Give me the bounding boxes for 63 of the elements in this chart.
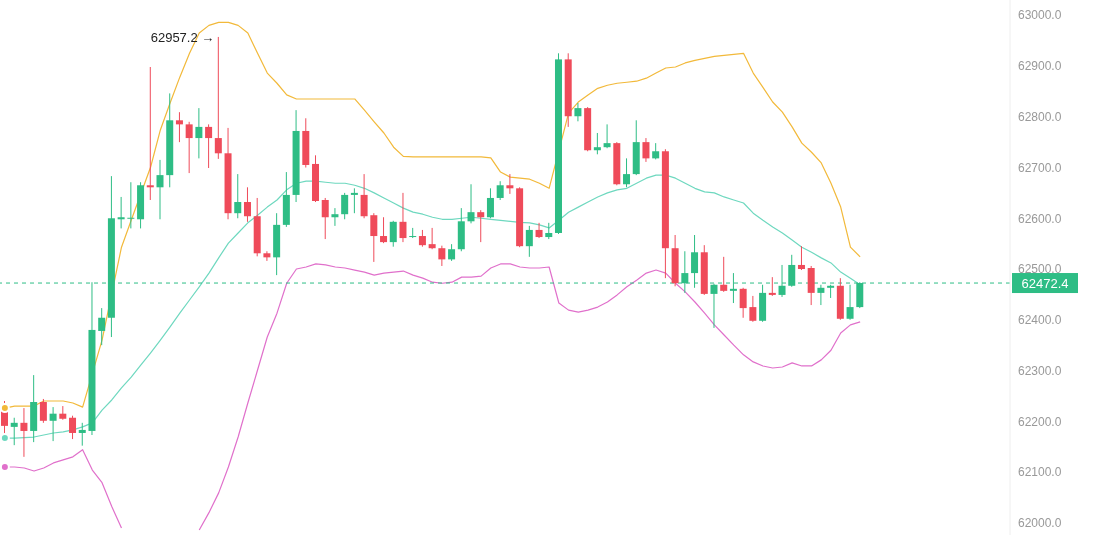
candlestick: [127, 181, 135, 229]
y-tick-label: 62400.0: [1018, 313, 1062, 328]
candlestick: [234, 173, 242, 219]
y-tick-label: 62700.0: [1018, 160, 1062, 175]
candlestick: [749, 295, 757, 323]
candlestick: [603, 123, 611, 149]
candlestick: [146, 66, 154, 201]
candlestick: [10, 417, 18, 446]
candlestick: [739, 287, 747, 319]
candlestick: [214, 36, 222, 160]
annotation: 62957.2 →: [150, 29, 215, 45]
candlestick: [797, 245, 805, 271]
candlestick: [360, 173, 368, 219]
y-tick-label: 62800.0: [1018, 110, 1062, 125]
candlestick: [185, 121, 193, 174]
candlestick: [321, 197, 329, 240]
candlestick: [428, 227, 436, 250]
y-tick-label: 62500.0: [1018, 262, 1062, 277]
candlestick: [49, 406, 57, 442]
candlestick: [156, 159, 164, 220]
candlestick: [243, 186, 251, 223]
y-tick-label: 62600.0: [1018, 211, 1062, 226]
candlestick: [98, 307, 106, 346]
candlestick: [486, 187, 494, 219]
candlestick: [623, 157, 631, 188]
candlestick: [380, 216, 388, 244]
candlestick: [496, 180, 504, 201]
candlestick: [768, 276, 776, 297]
y-tick-label: 62100.0: [1018, 465, 1062, 480]
candlestick: [175, 111, 183, 143]
candlestick: [467, 183, 475, 224]
candlestick: [39, 398, 47, 424]
candlestick: [69, 415, 77, 440]
candlestick: [720, 256, 728, 293]
candlestick: [195, 107, 203, 159]
candlestick: [263, 250, 271, 262]
candlestick: [78, 422, 86, 447]
candlestick: [341, 192, 349, 220]
candlestick: [574, 102, 582, 122]
candlestick: [205, 123, 213, 169]
candlestick: [20, 407, 28, 458]
candlestick: [350, 187, 358, 214]
candlestick: [331, 207, 339, 227]
candlestick: [117, 196, 125, 229]
y-tick-label: 62000.0: [1018, 516, 1062, 531]
candlestick: [370, 212, 378, 263]
candlestick: [409, 227, 417, 239]
candlestick: [477, 209, 485, 243]
candlestick: [389, 220, 397, 248]
candlestick: [593, 132, 601, 155]
candlestick: [642, 137, 650, 163]
candlestick: [535, 222, 543, 239]
candlestick: [817, 284, 825, 306]
y-tick-label: 63000.0: [1018, 8, 1062, 23]
candlestick: [525, 225, 533, 258]
y-tick-label: 62300.0: [1018, 363, 1062, 378]
candlestick: [506, 173, 514, 195]
candlestick: [788, 254, 796, 288]
y-tick-label: 62200.0: [1018, 414, 1062, 429]
candlestick: [399, 192, 407, 243]
y-tick-label: 62900.0: [1018, 59, 1062, 74]
candlestick: [438, 245, 446, 267]
ref-line-label: 62472.4: [1021, 276, 1069, 292]
